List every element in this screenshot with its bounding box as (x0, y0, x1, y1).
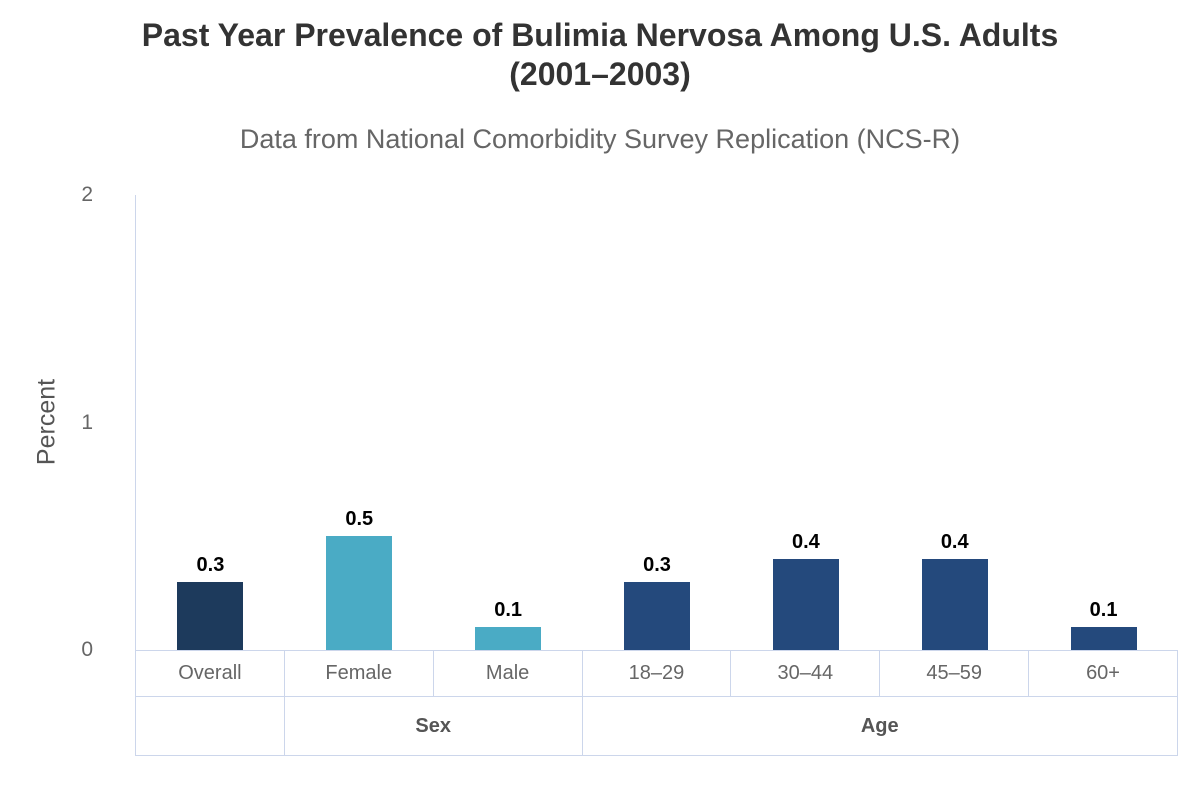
group-cell-empty (135, 696, 285, 756)
category-cell: 18–29 (581, 650, 732, 697)
bar (772, 559, 839, 650)
y-axis-tick-label: 0 (81, 638, 93, 661)
bar-value-label: 0.4 (791, 531, 820, 553)
bar-column: 0.1 (434, 195, 583, 650)
bar-column: 0.3 (136, 195, 285, 650)
bar (177, 581, 244, 650)
bar-value-label: 0.3 (196, 553, 225, 576)
bar (921, 559, 988, 650)
plot-area: 0.3 0.5 0.1 0.3 0.4 0.4 0.1 (135, 195, 1178, 650)
x-axis-table: Overall Female Male 18–29 30–44 45–59 60+ Sex A… (135, 650, 1179, 756)
bar (475, 627, 542, 650)
chart-subtitle: Data from National Comorbidity Survey Re… (239, 124, 961, 154)
bar-column: 0.3 (583, 195, 732, 650)
bar-series: 0.3 0.5 0.1 0.3 0.4 0.4 0.1 (136, 195, 1178, 650)
chart-title-line1: Past Year Prevalence of Bulimia Nervosa … (141, 17, 1059, 53)
y-axis-tick-label: 2 (81, 183, 93, 206)
category-cell: 30–44 (730, 650, 881, 697)
bar (1070, 627, 1137, 650)
y-axis-tick-labels: 0 1 2 (55, 183, 105, 661)
bar-value-label: 0.1 (1089, 599, 1118, 622)
category-row: Overall Female Male 18–29 30–44 45–59 60+ (135, 650, 1178, 697)
category-cell: Overall (135, 650, 285, 697)
bar-column: 0.4 (880, 195, 1029, 650)
category-cell: Male (432, 650, 583, 697)
group-cell-sex: Sex (283, 696, 583, 756)
category-cell: Female (283, 650, 434, 697)
chart-title: Past Year Prevalence of Bulimia Nervosa … (0, 16, 1200, 94)
category-cell: 45–59 (879, 650, 1030, 697)
group-row: Sex Age (135, 696, 1179, 756)
bar (326, 536, 393, 650)
bar-column: 0.4 (731, 195, 880, 650)
bar-value-label: 0.3 (643, 553, 671, 576)
bar-value-label: 0.4 (940, 531, 969, 553)
bar-column: 0.5 (285, 195, 434, 650)
bar-value-label: 0.5 (345, 508, 374, 531)
y-axis-tick-label: 1 (81, 410, 93, 434)
category-cell: 60+ (1028, 650, 1178, 697)
bar-column: 0.1 (1029, 195, 1178, 650)
group-cell-age: Age (581, 696, 1179, 756)
bar (624, 581, 690, 650)
chart-title-line2: (2001–2003) (509, 56, 691, 92)
bar-value-label: 0.1 (494, 599, 523, 622)
